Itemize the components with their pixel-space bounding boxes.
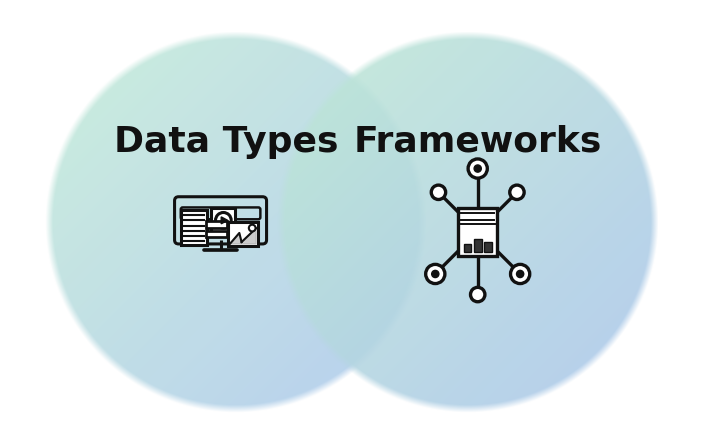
Polygon shape — [221, 217, 227, 224]
Bar — [474, 239, 482, 252]
Circle shape — [426, 264, 445, 284]
Bar — [206, 231, 227, 238]
Circle shape — [510, 264, 529, 284]
Bar — [206, 222, 227, 228]
Bar — [484, 242, 492, 252]
Circle shape — [510, 185, 524, 199]
Circle shape — [249, 225, 256, 231]
Bar — [182, 210, 206, 245]
Circle shape — [517, 270, 524, 278]
Circle shape — [184, 212, 188, 215]
Circle shape — [474, 165, 482, 172]
Circle shape — [432, 185, 446, 199]
FancyBboxPatch shape — [211, 208, 235, 232]
Bar — [227, 222, 258, 246]
Text: Frameworks: Frameworks — [353, 125, 602, 159]
Circle shape — [195, 212, 198, 215]
Bar — [458, 207, 497, 256]
Circle shape — [468, 159, 487, 178]
Text: Data Types: Data Types — [114, 125, 339, 159]
Circle shape — [189, 212, 193, 215]
Polygon shape — [230, 228, 256, 244]
Circle shape — [470, 287, 485, 302]
Bar — [464, 244, 472, 252]
Circle shape — [432, 270, 439, 278]
